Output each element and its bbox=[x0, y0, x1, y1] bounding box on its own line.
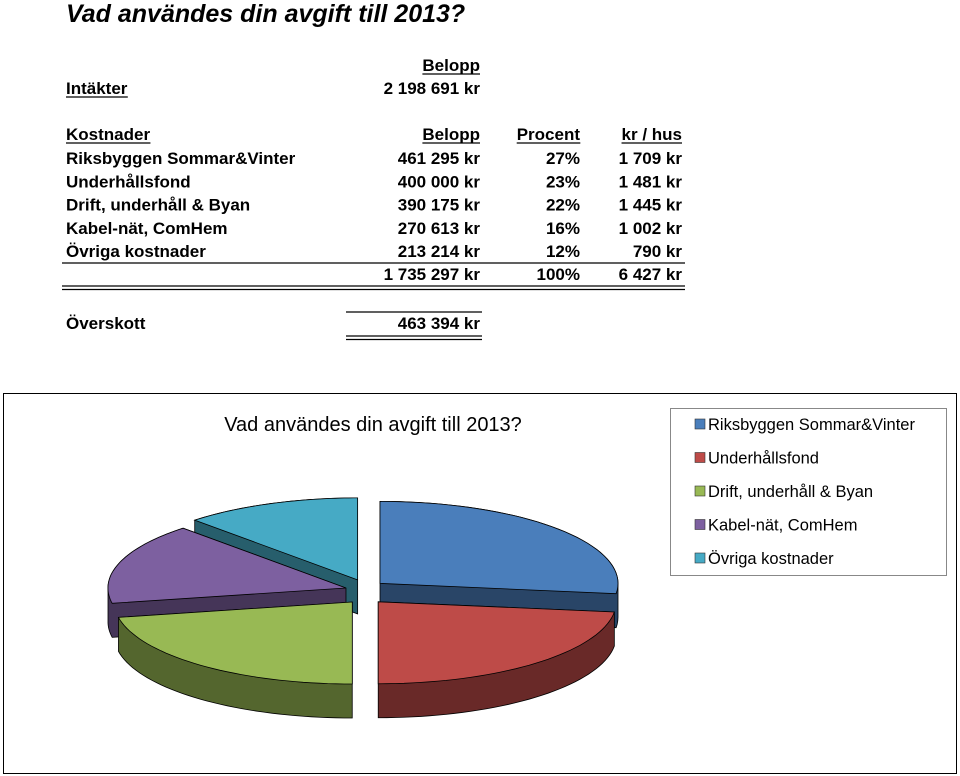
pie-slice bbox=[377, 601, 615, 685]
pie-slice bbox=[107, 527, 347, 604]
chart-frame bbox=[3, 393, 957, 774]
legend-label: Underhållsfond bbox=[708, 450, 819, 468]
legend-label: Riksbyggen Sommar&Vinter bbox=[708, 416, 915, 434]
cell: 16% bbox=[546, 219, 580, 238]
cell: 270 613 kr bbox=[398, 219, 481, 238]
cell: 461 295 kr bbox=[398, 149, 481, 168]
page-title: Vad användes din avgift till 2013? bbox=[66, 0, 465, 28]
legend-swatch bbox=[694, 452, 706, 463]
column-header: kr / hus bbox=[622, 125, 682, 144]
cell: 22% bbox=[546, 196, 580, 215]
cell: 1 481 kr bbox=[619, 172, 683, 191]
legend-swatch bbox=[694, 485, 706, 497]
cell: 1 002 kr bbox=[619, 219, 683, 238]
chart-title: Vad användes din avgift till 2013? bbox=[224, 414, 522, 436]
cell: 390 175 kr bbox=[398, 196, 481, 215]
pie-slice bbox=[379, 500, 619, 595]
legend-label: Drift, underhåll & Byan bbox=[708, 483, 873, 501]
cell: 27% bbox=[546, 149, 580, 168]
cell: Övriga kostnader bbox=[66, 242, 206, 261]
cell: Kabel-nät, ComHem bbox=[66, 219, 228, 238]
pie-slice bbox=[193, 497, 358, 581]
column-header: Kostnader bbox=[66, 125, 150, 144]
cell: 213 214 kr bbox=[398, 242, 481, 261]
cell: 1 445 kr bbox=[619, 196, 683, 215]
total-cell: 100% bbox=[537, 265, 580, 284]
column-header: Procent bbox=[517, 125, 581, 144]
legend-label: Kabel-nät, ComHem bbox=[708, 517, 857, 535]
cell: 23% bbox=[546, 172, 580, 191]
cell: Drift, underhåll & Byan bbox=[66, 196, 250, 215]
cell: Riksbyggen Sommar&Vinter bbox=[66, 149, 296, 168]
cell: 1 709 kr bbox=[619, 149, 683, 168]
row-label: Intäkter bbox=[66, 79, 128, 98]
cell: Underhållsfond bbox=[66, 172, 191, 191]
legend-swatch bbox=[694, 519, 706, 530]
legend-swatch bbox=[694, 552, 706, 564]
column-header: Belopp bbox=[422, 125, 480, 144]
cell: 400 000 kr bbox=[398, 172, 481, 191]
cell: 463 394 kr bbox=[398, 314, 481, 333]
cell: 2 198 691 kr bbox=[384, 79, 481, 98]
total-cell: 6 427 kr bbox=[619, 265, 683, 284]
total-cell: 1 735 297 kr bbox=[384, 265, 481, 284]
legend-box bbox=[670, 408, 947, 576]
cell: 790 kr bbox=[633, 242, 683, 261]
row-label: Överskott bbox=[66, 314, 146, 333]
column-header: Belopp bbox=[422, 56, 480, 75]
legend-swatch bbox=[694, 418, 706, 430]
legend-label: Övriga kostnader bbox=[708, 550, 834, 568]
pie-slice bbox=[117, 601, 353, 685]
cell: 12% bbox=[546, 242, 580, 261]
